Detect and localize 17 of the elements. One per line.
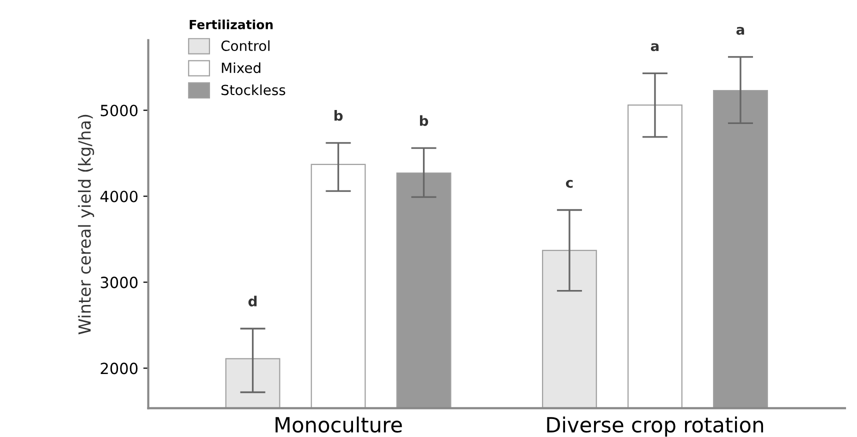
y-tick-label: 2000 [100,362,138,374]
x-tick-label: Monoculture [276,416,402,433]
x-tick-label: Diverse crop rotation [547,416,764,437]
legend-title: Fertilization [190,20,273,30]
annotation: a [650,43,659,52]
y-tick-label: 5000 [100,104,138,116]
legend-label: Mixed [222,62,260,74]
annotation: b [334,110,343,121]
legend-label: Stockless [221,84,286,96]
annotation: c [566,180,573,188]
text: a [736,26,744,35]
annotation: d [248,296,257,306]
y-tick-label: 3000 [100,276,138,288]
y-tick-label: 4000 [100,190,138,202]
legend-label: Control [221,40,270,52]
annotation: b [420,115,428,126]
y-axis-title: Winter cereal yield (kg/ha) [78,114,94,334]
